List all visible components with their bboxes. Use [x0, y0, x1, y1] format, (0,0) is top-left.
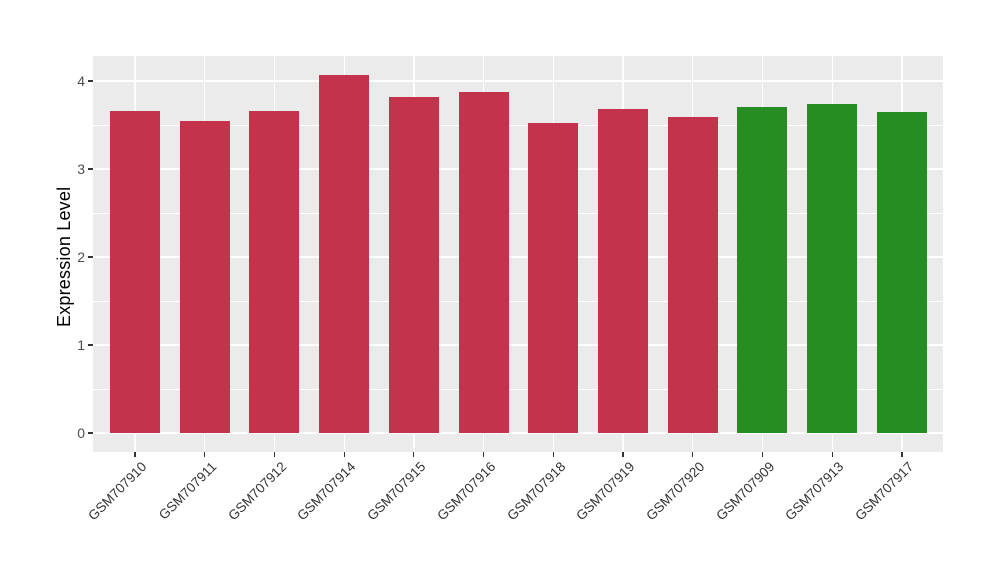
- x-tick-label-GSM707912: GSM707912: [224, 459, 290, 524]
- x-tick-label-GSM707915: GSM707915: [364, 459, 429, 524]
- x-tick-mark: [692, 452, 694, 457]
- gridline-minor-y: [93, 212, 943, 214]
- gridline-major-y: [93, 256, 943, 258]
- bar-GSM707910: [110, 110, 160, 433]
- bar-GSM707920: [667, 117, 718, 433]
- x-tick-mark: [343, 452, 345, 457]
- x-tick-mark: [134, 452, 136, 457]
- gridline-major-y: [93, 344, 943, 346]
- gridline-minor-y: [93, 388, 943, 390]
- bar-GSM707909: [737, 107, 788, 433]
- bar-GSM707917: [876, 111, 927, 433]
- x-tick-mark: [483, 452, 485, 457]
- x-tick-label-GSM707913: GSM707913: [782, 459, 847, 524]
- x-tick-label-GSM707920: GSM707920: [643, 459, 708, 524]
- x-tick-label-GSM707911: GSM707911: [155, 459, 220, 523]
- x-tick-label-GSM707917: GSM707917: [852, 459, 917, 524]
- gridline-major-y: [93, 432, 943, 434]
- y-tick-mark: [88, 168, 93, 170]
- y-tick-label-4: 4: [77, 73, 85, 89]
- x-tick-mark: [273, 452, 276, 457]
- x-tick-mark: [552, 452, 554, 457]
- gridline-major-y: [93, 168, 943, 170]
- y-tick-mark: [88, 344, 93, 346]
- bar-GSM707916: [458, 92, 509, 433]
- plot-panel: [93, 56, 943, 452]
- gridline-minor-y: [93, 300, 943, 302]
- x-tick-label-GSM707914: GSM707914: [294, 459, 359, 524]
- x-tick-mark: [831, 452, 833, 457]
- bar-GSM707918: [528, 123, 579, 433]
- y-tick-mark: [88, 256, 93, 258]
- y-tick-label-2: 2: [77, 249, 85, 265]
- x-tick-mark: [413, 452, 415, 457]
- x-tick-label-GSM707916: GSM707916: [433, 459, 499, 524]
- y-tick-label-1: 1: [77, 337, 85, 353]
- x-tick-mark: [622, 452, 624, 457]
- y-tick-label-3: 3: [77, 161, 85, 177]
- x-tick-label-GSM707918: GSM707918: [503, 459, 568, 524]
- gridline-minor-y: [93, 124, 943, 126]
- x-tick-label-GSM707910: GSM707910: [85, 459, 150, 524]
- bar-GSM707913: [807, 103, 858, 433]
- y-tick-label-0: 0: [77, 425, 85, 441]
- bar-GSM707914: [319, 74, 370, 433]
- y-tick-mark: [88, 432, 93, 434]
- bar-GSM707919: [598, 109, 649, 433]
- bar-GSM707915: [388, 96, 439, 433]
- y-tick-mark: [88, 80, 93, 82]
- x-tick-mark: [204, 452, 206, 457]
- gridline-major-y: [93, 80, 943, 82]
- x-tick-label-GSM707909: GSM707909: [712, 459, 778, 524]
- x-tick-mark: [901, 452, 903, 457]
- bar-GSM707911: [179, 121, 230, 433]
- x-tick-mark: [761, 452, 764, 457]
- x-tick-label-GSM707919: GSM707919: [573, 459, 638, 524]
- bar-GSM707912: [249, 110, 300, 433]
